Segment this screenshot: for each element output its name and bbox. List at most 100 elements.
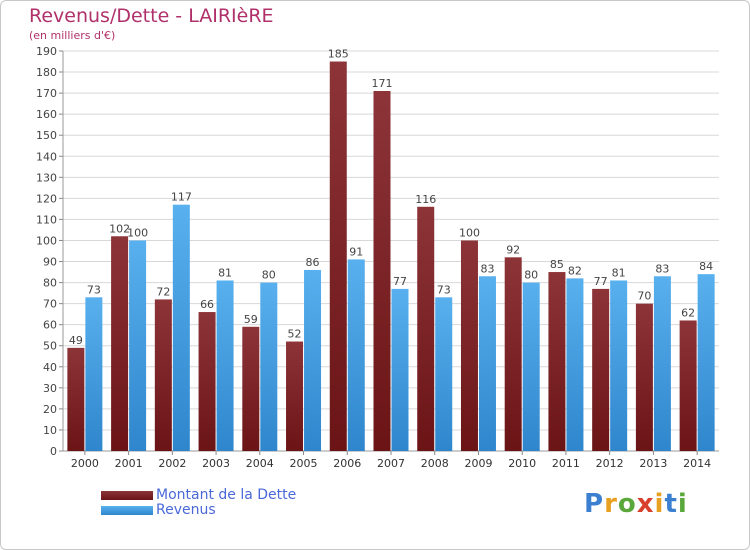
x-tick-label: 2003: [202, 457, 230, 470]
x-tick-label: 2006: [333, 457, 361, 470]
data-label-dette: 185: [328, 48, 349, 61]
data-label-revenus: 83: [655, 262, 669, 275]
chart-title: Revenus/Dette - LAIRIèRE: [29, 5, 274, 27]
bar-revenus: [304, 269, 322, 451]
bar-revenus: [610, 280, 628, 451]
bar-dette: [417, 206, 435, 451]
y-tick-label: 190: [36, 45, 57, 58]
bar-revenus: [478, 276, 496, 451]
data-label-dette: 116: [415, 193, 436, 206]
data-label-dette: 59: [244, 313, 258, 326]
bar-dette: [635, 303, 653, 451]
bar-revenus: [391, 288, 409, 451]
data-label-dette: 77: [594, 275, 608, 288]
y-tick-label: 110: [36, 213, 57, 226]
y-tick-label: 70: [43, 298, 57, 311]
bar-revenus: [697, 274, 715, 451]
data-label-revenus: 117: [171, 191, 192, 204]
bar-dette: [548, 272, 566, 451]
y-tick-label: 130: [36, 171, 57, 184]
bar-dette: [460, 240, 478, 451]
x-tick-label: 2008: [421, 457, 449, 470]
y-tick-label: 50: [43, 340, 57, 353]
bar-revenus: [522, 282, 540, 451]
data-label-revenus: 91: [349, 245, 363, 258]
bar-dette: [154, 299, 172, 451]
chart-subtitle: (en milliers d'€): [29, 29, 116, 42]
bar-dette: [679, 320, 697, 451]
y-tick-label: 100: [36, 234, 57, 247]
y-tick-label: 120: [36, 192, 57, 205]
logo-letter: x: [636, 489, 655, 519]
data-label-revenus: 81: [218, 266, 232, 279]
y-tick-label: 150: [36, 129, 57, 142]
data-label-dette: 92: [506, 243, 520, 256]
bar-revenus: [216, 280, 234, 451]
bar-dette: [242, 326, 260, 451]
data-label-dette: 66: [200, 298, 214, 311]
bar-dette: [67, 347, 85, 451]
data-label-revenus: 73: [87, 283, 101, 296]
data-label-dette: 49: [69, 334, 83, 347]
data-label-revenus: 81: [612, 266, 626, 279]
data-label-dette: 85: [550, 258, 564, 271]
x-tick-label: 2001: [115, 457, 143, 470]
legend-swatch-dette: [101, 491, 153, 500]
y-tick-label: 60: [43, 319, 57, 332]
bar-revenus: [347, 259, 365, 451]
logo-letter: i: [677, 489, 688, 519]
y-tick-label: 180: [36, 66, 57, 79]
y-tick-label: 90: [43, 256, 57, 269]
y-tick-label: 170: [36, 87, 57, 100]
x-tick-label: 2011: [552, 457, 580, 470]
y-tick-label: 80: [43, 277, 57, 290]
x-tick-label: 2005: [290, 457, 318, 470]
data-label-dette: 70: [637, 290, 651, 303]
x-tick-label: 2010: [508, 457, 536, 470]
data-label-revenus: 82: [568, 264, 582, 277]
logo-letter: t: [664, 489, 678, 519]
y-tick-label: 140: [36, 150, 57, 163]
bar-revenus: [260, 282, 278, 451]
legend-label-revenus: Revenus: [156, 502, 216, 518]
bar-dette: [111, 236, 129, 451]
y-tick-label: 40: [43, 361, 57, 374]
data-label-revenus: 84: [699, 260, 713, 273]
logo-letter: i: [654, 489, 665, 519]
logo-letter: o: [617, 489, 637, 519]
data-label-dette: 62: [681, 306, 695, 319]
y-tick-label: 30: [43, 382, 57, 395]
x-tick-label: 2000: [71, 457, 99, 470]
bar-revenus: [85, 297, 103, 451]
y-tick-label: 160: [36, 108, 57, 121]
data-label-revenus: 100: [127, 226, 148, 239]
x-tick-label: 2009: [464, 457, 492, 470]
data-label-dette: 102: [109, 222, 130, 235]
bar-dette: [592, 288, 610, 451]
logo-letter: r: [604, 489, 618, 519]
data-label-dette: 171: [372, 77, 393, 90]
data-label-dette: 52: [288, 328, 302, 341]
proxiti-logo: Proxiti: [584, 489, 688, 519]
bar-dette: [373, 91, 391, 451]
bar-revenus: [653, 276, 671, 451]
x-tick-label: 2013: [639, 457, 667, 470]
bar-revenus: [129, 240, 147, 451]
data-label-revenus: 83: [480, 262, 494, 275]
x-tick-label: 2007: [377, 457, 405, 470]
x-tick-label: 2002: [158, 457, 186, 470]
bar-dette: [198, 312, 216, 451]
bar-revenus: [435, 297, 453, 451]
bar-dette: [286, 341, 304, 451]
data-label-revenus: 80: [262, 269, 276, 282]
y-tick-label: 0: [50, 445, 57, 458]
bar-revenus: [172, 204, 190, 451]
x-tick-label: 2014: [683, 457, 711, 470]
bar-dette: [504, 257, 522, 451]
data-label-revenus: 73: [437, 283, 451, 296]
logo-letter: P: [584, 489, 605, 519]
data-label-revenus: 77: [393, 275, 407, 288]
data-label-revenus: 86: [306, 256, 320, 269]
legend-label-dette: Montant de la Dette: [156, 487, 297, 503]
legend-swatch-revenus: [101, 506, 153, 515]
